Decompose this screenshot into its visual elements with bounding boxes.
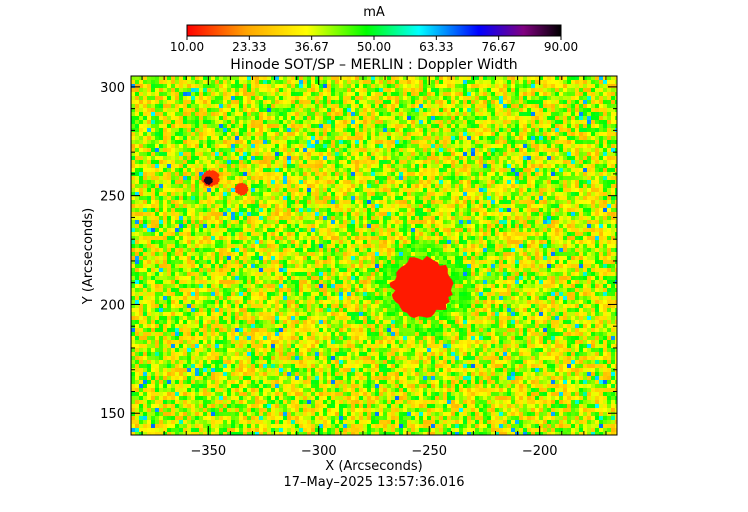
colorbar-tick-label: 36.67: [294, 40, 328, 54]
colorbar-tick-label: 10.00: [170, 40, 204, 54]
y-axis-label: Y (Arcseconds): [81, 208, 96, 305]
colorbar-tick-label: 23.33: [232, 40, 266, 54]
colorbar: [186, 24, 562, 37]
sunspot-umbra: [389, 255, 454, 318]
timestamp: 17–May–2025 13:57:36.016: [284, 475, 465, 490]
y-tick-label: 250: [100, 190, 125, 205]
y-tick-label: 200: [100, 298, 125, 313]
colorbar-tick-label: 76.67: [481, 40, 515, 54]
colorbar-ticks: 10.00 23.33 36.67 50.00 63.33 76.67 90.00: [170, 36, 578, 54]
chart-title: Hinode SOT/SP – MERLIN : Doppler Width: [230, 57, 517, 73]
x-axis-label: X (Arcseconds): [325, 459, 422, 474]
colorbar-tick-label: 90.00: [544, 40, 578, 54]
colorbar-tick-label: 63.33: [419, 40, 453, 54]
x-tick-label: −350: [190, 444, 226, 459]
x-axis-ticks: −350 −300 −250 −200: [141, 76, 607, 459]
y-axis-ticks: 150 200 250 300: [100, 81, 617, 422]
pore: [234, 182, 249, 196]
x-tick-label: −200: [522, 444, 558, 459]
colorbar-tick-label: 50.00: [357, 40, 391, 54]
heatmap-noise: [131, 76, 617, 435]
colorbar-unit-label: mA: [363, 5, 385, 20]
y-tick-label: 150: [100, 407, 125, 422]
x-tick-label: −300: [301, 444, 337, 459]
plot-frame: [130, 75, 618, 436]
plot-area: [131, 76, 617, 435]
y-tick-label: 300: [100, 81, 125, 96]
pore-core: [203, 176, 213, 185]
x-tick-label: −250: [411, 444, 447, 459]
heatmap-features: [201, 169, 454, 318]
